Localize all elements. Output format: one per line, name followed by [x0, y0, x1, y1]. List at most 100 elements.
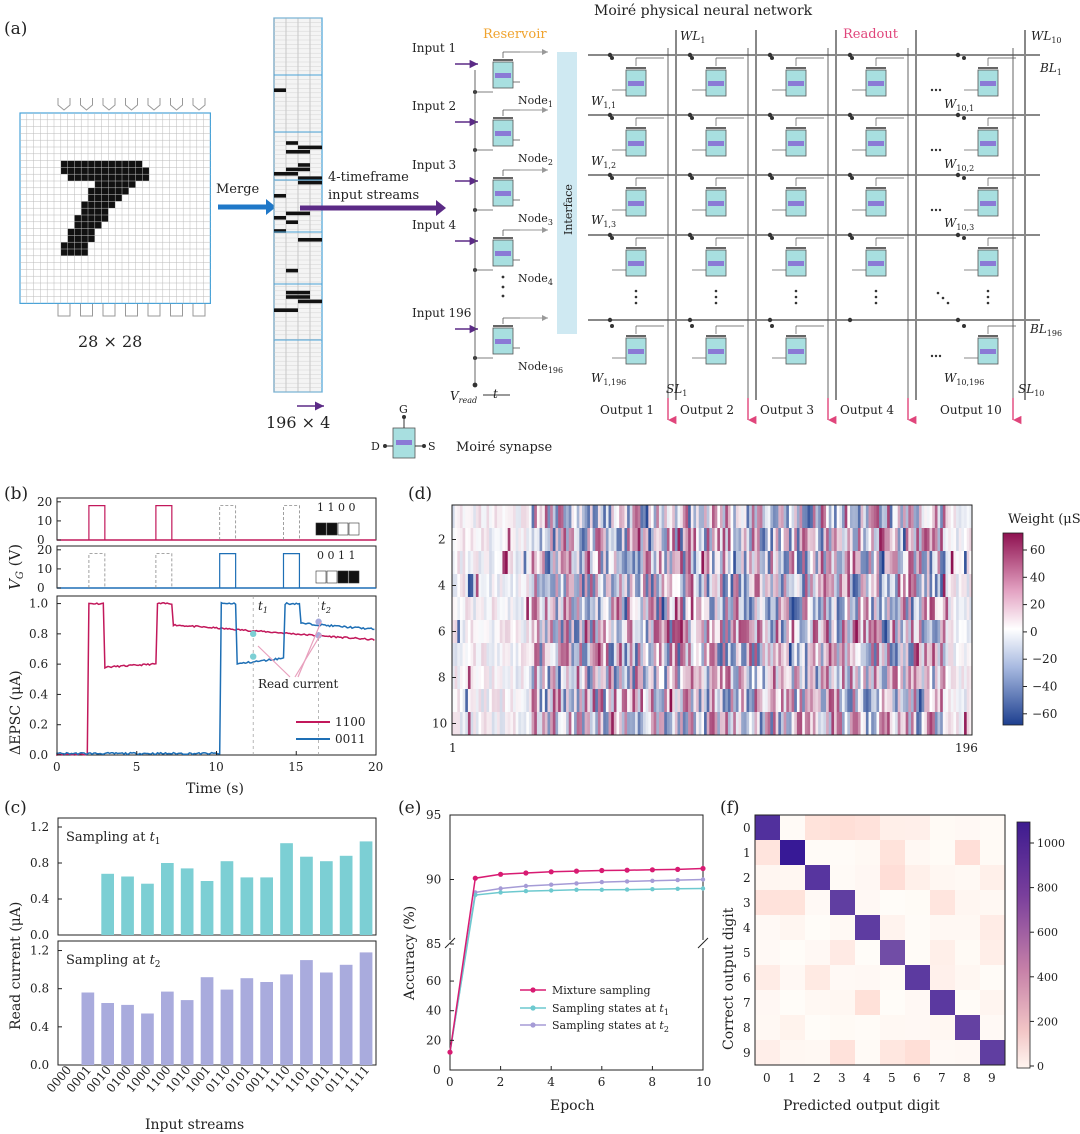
weight-cell [823, 597, 827, 621]
reservoir-node-device-gate [495, 191, 511, 196]
weight-cell [465, 643, 469, 667]
weight-cell [932, 689, 936, 713]
weight-cell [956, 551, 960, 575]
weight-cell [759, 712, 763, 736]
heatmap-x-tick-label: 196 [955, 741, 978, 755]
weight-cell [629, 666, 633, 690]
vg-tick-label: 0 [37, 581, 45, 595]
weight-cell [685, 551, 689, 575]
weight-cell [513, 666, 516, 690]
weight-cell [629, 712, 633, 736]
confusion-cell-7-9 [980, 990, 1005, 1015]
weight-cell [635, 597, 639, 621]
weight-cell [783, 666, 787, 690]
weight-cell [640, 666, 644, 690]
weight-cell [921, 643, 925, 667]
stack-active-cell [274, 229, 286, 233]
weight-cell [465, 551, 469, 575]
confusion-cell-8-5 [880, 1015, 905, 1040]
weight-cell [539, 712, 543, 736]
weight-cell [958, 505, 962, 529]
weight-cell [629, 643, 633, 667]
weight-cell [945, 689, 949, 713]
weight-cell [868, 597, 872, 621]
weight-cell [722, 620, 726, 644]
weight-cell [879, 643, 883, 667]
weight-cell [961, 666, 965, 690]
weight-cell [632, 620, 636, 644]
weight-cell [759, 643, 763, 667]
weight-cell [706, 712, 710, 736]
weight-cell [658, 597, 662, 621]
weight-cell [608, 597, 612, 621]
weight-cell [767, 712, 771, 736]
confusion-x-tick-label: 9 [988, 1071, 996, 1085]
weight-cell [839, 505, 843, 529]
weight-cell [791, 620, 795, 644]
weight-cell [807, 574, 811, 598]
weight-cell [807, 643, 811, 667]
weight-cell [794, 712, 798, 736]
weight-cell [865, 574, 869, 598]
accuracy-point-2 [498, 886, 503, 891]
weight-cell [958, 574, 962, 598]
weight-cell [682, 505, 686, 529]
bar-1001 [200, 977, 214, 1065]
weight-cell [677, 574, 681, 598]
weight-cell [876, 620, 880, 644]
confusion-cell-9-6 [905, 1040, 930, 1065]
ellipsis-dot [938, 354, 942, 358]
weight-cell [876, 505, 880, 529]
grid-input-arrow [192, 98, 206, 111]
weight-cell [518, 574, 522, 598]
weight-cell [454, 574, 458, 598]
weight-cell [918, 574, 922, 598]
weight-cell [542, 620, 546, 644]
weight-label-right: W10,2 [944, 157, 974, 173]
weight-cell [664, 620, 668, 644]
weight-cell [481, 689, 485, 713]
weight-cell [948, 597, 952, 621]
confusion-y-tick-label: 3 [743, 896, 751, 910]
confusion-cell-2-4 [855, 865, 880, 890]
weight-cell [714, 666, 718, 690]
weight-cell [696, 712, 700, 736]
weight-cell [754, 689, 758, 713]
weight-cell [788, 712, 792, 736]
weight-cell [653, 551, 657, 575]
confusion-cell-5-4 [855, 940, 880, 965]
weight-cell [908, 666, 912, 690]
weight-cell [751, 528, 755, 552]
accuracy-y-tick-label: 0 [433, 1063, 441, 1077]
weight-cell [510, 551, 514, 575]
bit-cell [315, 522, 327, 536]
grid-input-arrow [57, 98, 71, 111]
confusion-cell-3-6 [905, 890, 930, 915]
weight-cell [895, 528, 899, 552]
weight-cell [735, 643, 739, 667]
bar-1100 [161, 991, 174, 1065]
weight-cell [950, 528, 954, 552]
weight-cell [502, 505, 506, 529]
bar-0010 [101, 873, 114, 935]
weight-cell [709, 712, 713, 736]
weight-cell [457, 643, 461, 667]
weight-cell [539, 551, 543, 575]
weight-cell [796, 643, 800, 667]
weight-cell [775, 505, 779, 529]
weight-cell [552, 689, 556, 713]
confusion-cell-6-1 [780, 965, 805, 990]
weight-cell [629, 528, 633, 552]
synapse-drain-dot [383, 444, 387, 448]
weight-cell [746, 666, 750, 690]
weight-cell [473, 551, 477, 575]
weight-cell [579, 505, 583, 529]
weight-cell [818, 551, 822, 575]
weight-cell [595, 666, 599, 690]
weight-cell [799, 505, 803, 529]
weight-cell [528, 505, 532, 529]
weight-cell [741, 689, 745, 713]
weight-cell [584, 597, 588, 621]
weight-cell [579, 689, 583, 713]
panel-b-label: (b) [4, 484, 28, 504]
